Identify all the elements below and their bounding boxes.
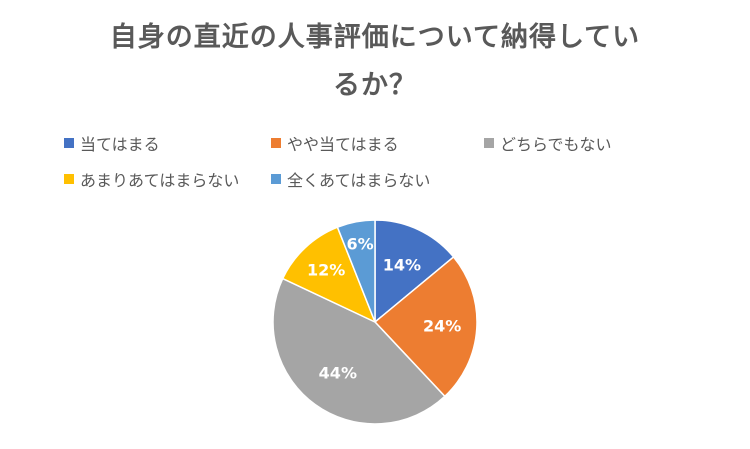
legend-item: あまりあてはまらない: [64, 168, 271, 190]
legend-label: やや当てはまる: [287, 135, 399, 154]
legend-item: 全くあてはまらない: [271, 168, 471, 190]
legend-item: どちらでもない: [484, 132, 684, 154]
legend-item: 当てはまる: [64, 132, 271, 154]
legend-swatch: [271, 138, 281, 148]
legend: 当てはまる やや当てはまる どちらでもない あまりあてはまらない 全くあてはまら…: [64, 132, 704, 190]
legend-swatch: [64, 138, 74, 148]
data-label: 6%: [347, 234, 374, 253]
pie-slice: [272, 277, 446, 425]
legend-label: あまりあてはまらない: [80, 171, 240, 190]
legend-swatch: [64, 174, 74, 184]
data-label: 24%: [423, 317, 461, 336]
data-label: 44%: [319, 364, 357, 383]
data-label: 14%: [383, 255, 421, 274]
pie-slice: [374, 219, 455, 324]
legend-label: 全くあてはまらない: [287, 171, 431, 190]
legend-swatch: [484, 138, 494, 148]
legend-swatch: [271, 174, 281, 184]
chart-title-line-2: るか？: [333, 70, 417, 101]
pie-slice: [336, 219, 376, 323]
data-label: 12%: [307, 260, 345, 279]
legend-label: どちらでもない: [500, 135, 612, 154]
pie-slice: [281, 226, 377, 324]
legend-label: 当てはまる: [80, 135, 160, 154]
chart-title: 自身の直近の人事評価について納得してい るか？: [40, 14, 710, 110]
pie-slice: [373, 255, 478, 398]
legend-item: やや当てはまる: [271, 132, 484, 154]
chart-title-line-1: 自身の直近の人事評価について納得してい: [109, 22, 641, 53]
